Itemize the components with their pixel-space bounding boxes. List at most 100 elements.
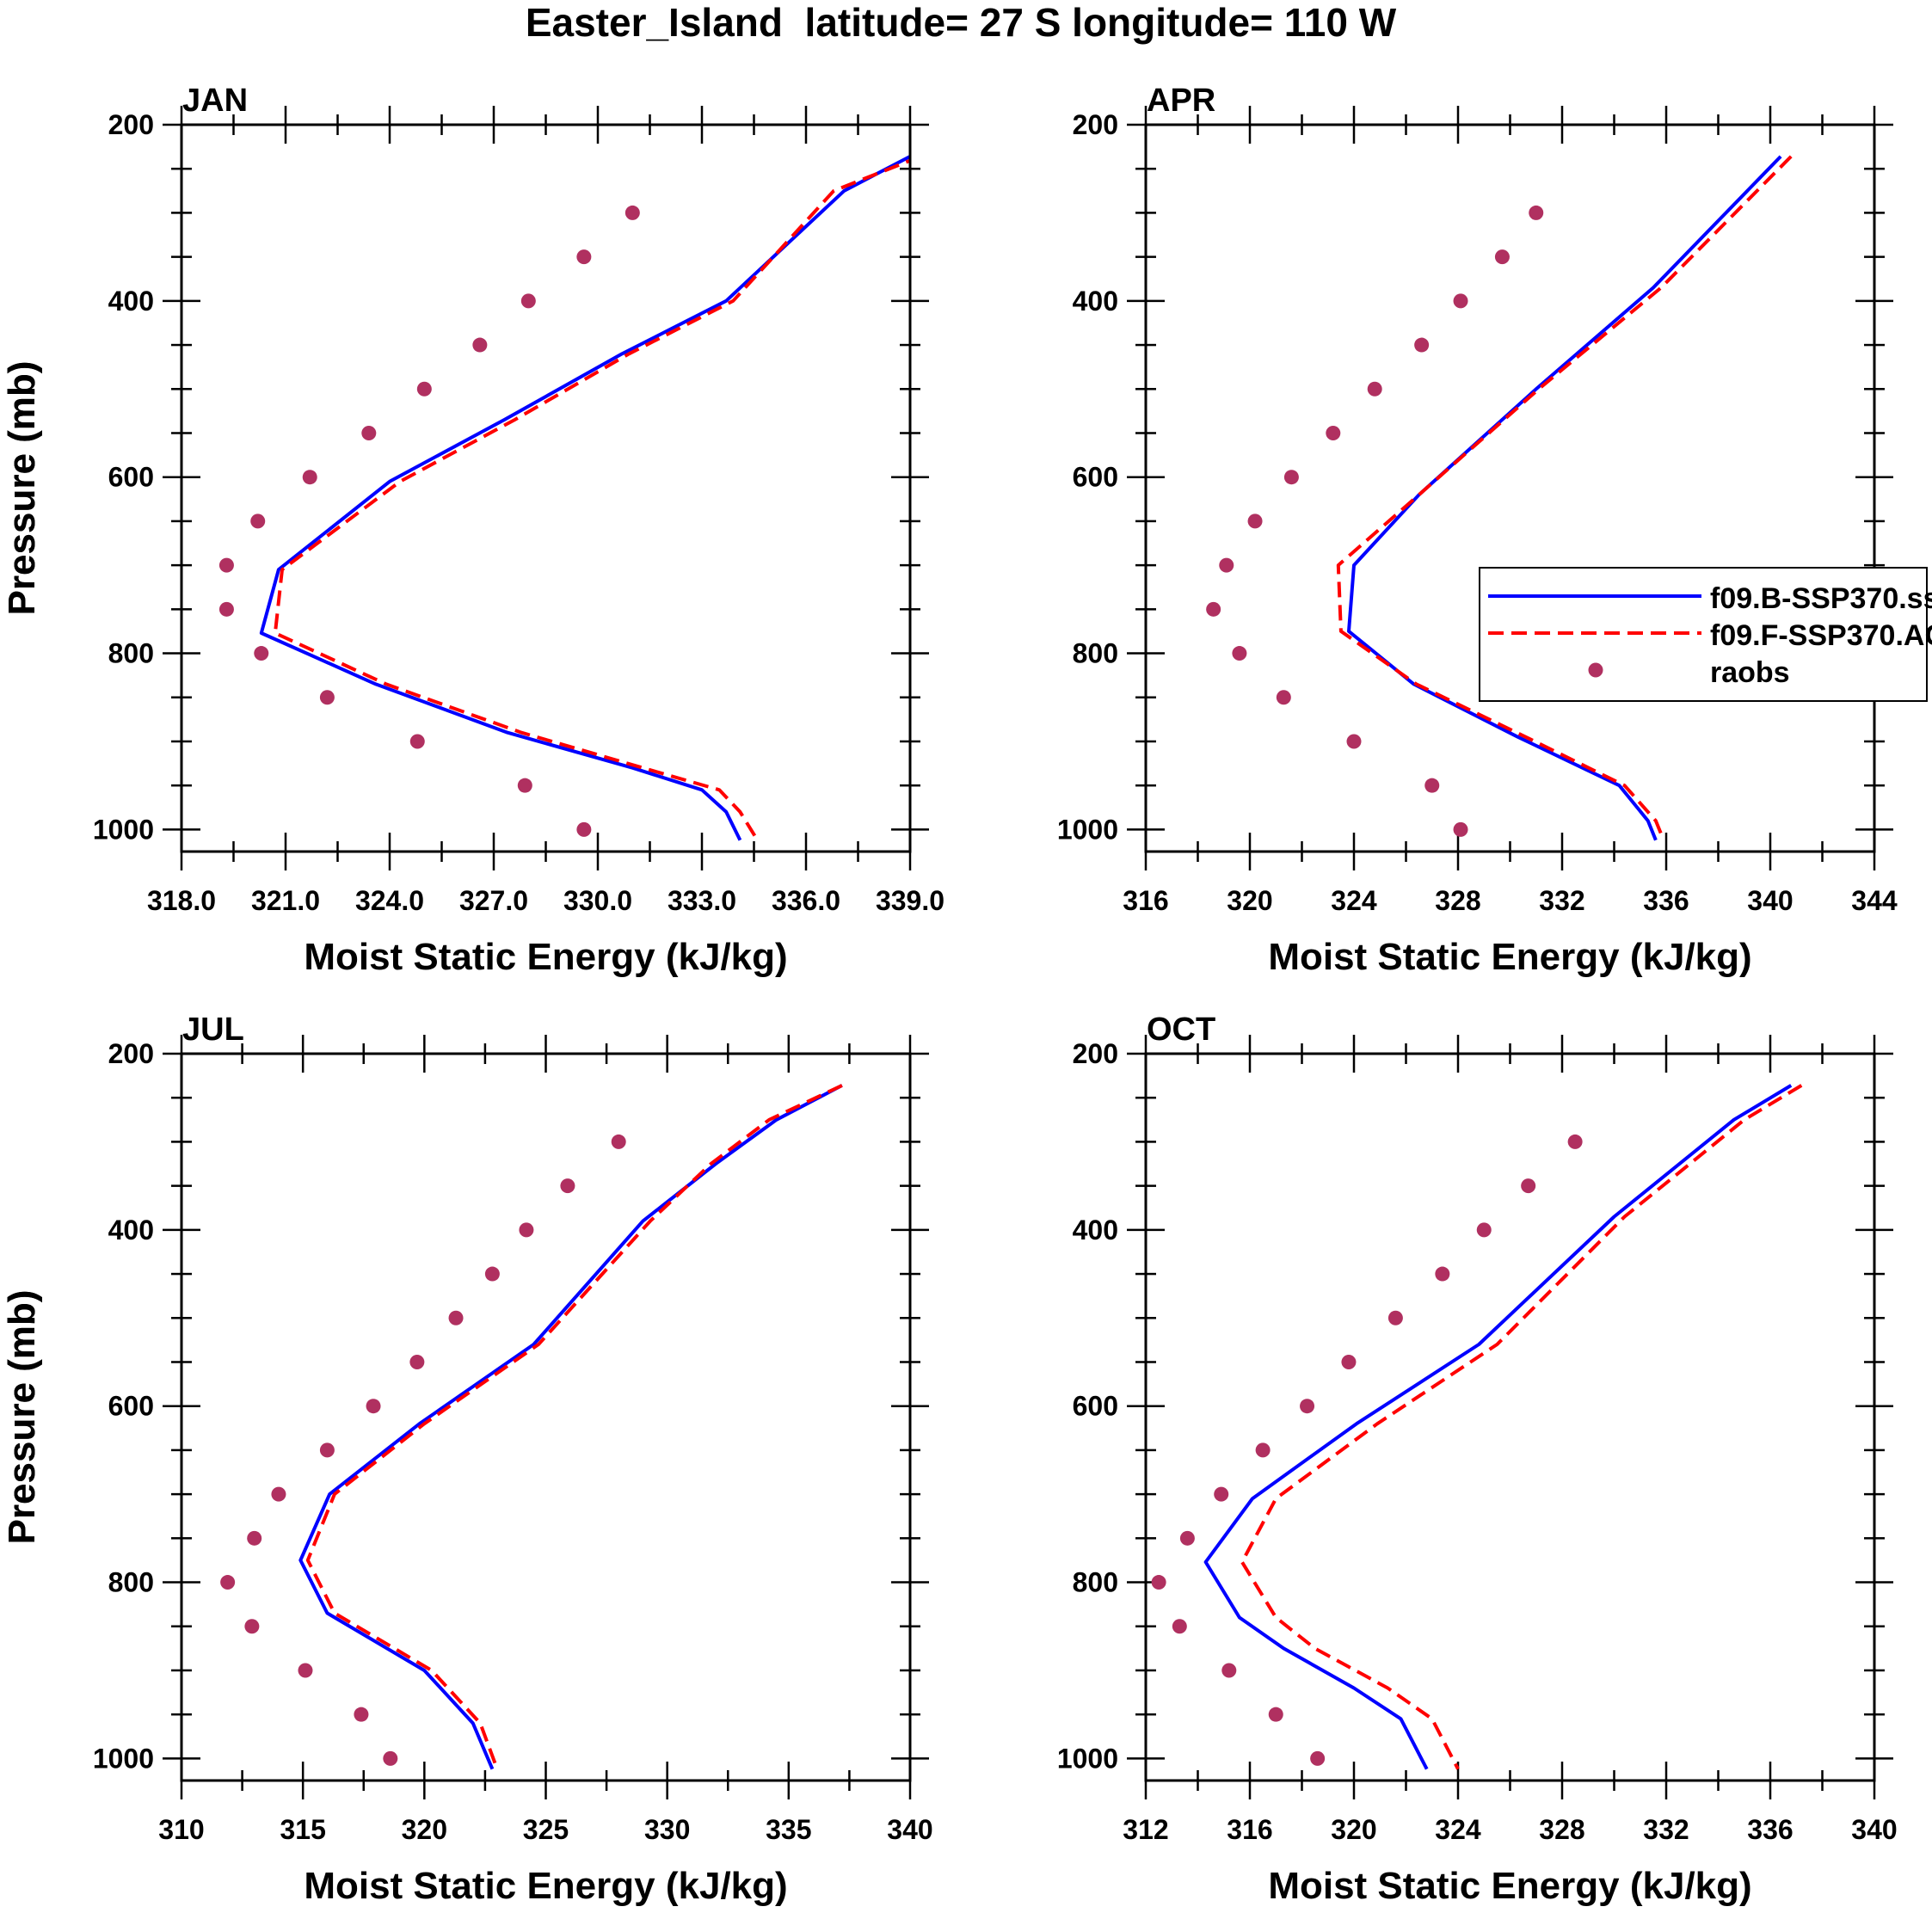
panel-label: OCT [1147, 1012, 1215, 1048]
x-tick-label: 328 [1435, 885, 1480, 916]
legend: f09.B-SSP370.ss36 f09.F-SSP370.ACmi raobs [1479, 567, 1932, 702]
x-tick-label: 310 [158, 1814, 204, 1845]
x-tick-label: 318.0 [147, 885, 216, 916]
raobs-point [1221, 1663, 1237, 1678]
x-tick-label: 340 [1851, 1814, 1897, 1845]
raobs-point [1283, 470, 1299, 485]
panel-label: APR [1147, 83, 1215, 119]
x-axis-label: Moist Static Energy (kJ/kg) [1268, 936, 1751, 978]
legend-raobs-marker [1588, 662, 1603, 678]
x-tick-label: 336 [1747, 1814, 1793, 1845]
plot-frame [180, 1052, 912, 1782]
raobs-point [1268, 1707, 1283, 1722]
x-tick-label: 344 [1851, 885, 1898, 916]
x-axis-label: Moist Static Energy (kJ/kg) [304, 1865, 787, 1907]
plot-frame [1144, 123, 1876, 853]
series-line-f09-b [1203, 1084, 1793, 1770]
x-tick-label: 320 [1227, 885, 1272, 916]
y-axis-label: Pressure (mb) [1, 1290, 43, 1545]
raobs-point [1232, 646, 1247, 661]
raobs-point [1476, 1222, 1492, 1238]
y-tick-label: 200 [108, 1038, 154, 1069]
raobs-point [361, 425, 377, 440]
panels: JAN 200 400 600 800 1000 318.0 321.0 324.0 327.0 3… [1, 83, 1932, 1907]
plot-area [220, 1084, 843, 1770]
raobs-point [416, 381, 432, 397]
raobs-point [1435, 1266, 1450, 1282]
y-tick-label: 400 [108, 286, 154, 317]
x-tick-label: 327.0 [459, 885, 528, 916]
raobs-point [1424, 778, 1440, 793]
y-tick-label: 200 [1073, 109, 1118, 140]
x-tick-label: 332 [1643, 1814, 1689, 1845]
plot-frame [1144, 1052, 1876, 1782]
raobs-point [247, 1530, 262, 1546]
y-tick-label: 1000 [1057, 1743, 1118, 1774]
x-tick-label: 336 [1643, 885, 1689, 916]
panel-jan: JAN 200 400 600 800 1000 318.0 321.0 324.0 327.0 3… [1, 83, 944, 978]
raobs-point [519, 1222, 534, 1238]
raobs-point [1310, 1750, 1326, 1766]
panel-oct: OCT 200 400 600 800 1000 312 316 320 324 328 332 336… [1, 1012, 1898, 1907]
raobs-point [1206, 601, 1221, 617]
x-tick-label: 316 [1123, 885, 1168, 916]
x-tick-label: 330 [644, 1814, 690, 1845]
x-tick-label: 324.0 [355, 885, 424, 916]
y-tick-label: 600 [1073, 1391, 1118, 1422]
raobs-point [576, 821, 592, 837]
raobs-point [409, 734, 425, 749]
legend-label: f09.F-SSP370.ACmi [1710, 619, 1932, 652]
x-tick-label: 335 [766, 1814, 811, 1845]
x-tick-label: 321.0 [251, 885, 320, 916]
raobs-point [576, 249, 592, 265]
raobs-point [1453, 293, 1468, 309]
x-tick-label: 324 [1331, 885, 1377, 916]
x-axis-label: Moist Static Energy (kJ/kg) [304, 936, 787, 978]
raobs-point [254, 646, 269, 661]
raobs-point [472, 337, 488, 353]
raobs-point [1219, 557, 1234, 573]
raobs-point [1521, 1178, 1536, 1194]
plot-area [1206, 155, 1793, 841]
raobs-point [220, 1575, 236, 1590]
raobs-point [520, 293, 536, 309]
raobs-point [1276, 690, 1291, 705]
y-tick-label: 400 [1073, 1215, 1118, 1246]
x-tick-label: 328 [1539, 1814, 1584, 1845]
x-tick-label: 320 [402, 1814, 447, 1845]
panel-apr: APR 200 400 600 800 1000 316 320 324 328 332 336 340… [1, 83, 1932, 978]
raobs-point [484, 1266, 500, 1282]
raobs-point [1387, 1310, 1403, 1325]
x-tick-label: 316 [1227, 1814, 1272, 1845]
y-tick-label: 200 [108, 109, 154, 140]
raobs-point [319, 690, 335, 705]
y-tick-label: 1000 [93, 814, 154, 845]
raobs-point [448, 1310, 464, 1325]
raobs-point [244, 1619, 260, 1634]
plot-area [218, 155, 910, 841]
raobs-point [218, 601, 234, 617]
y-tick-label: 1000 [93, 1743, 154, 1774]
x-tick-label: 324 [1435, 1814, 1481, 1845]
x-tick-label: 312 [1123, 1814, 1168, 1845]
series-line-f09-b [259, 155, 910, 841]
raobs-point [298, 1663, 313, 1678]
series-line-f09-f [1336, 155, 1793, 841]
figure-title: Easter_Island latitude= 27 S longitude= … [526, 0, 1397, 45]
x-tick-label: 332 [1539, 885, 1584, 916]
legend-label: f09.B-SSP370.ss36 [1710, 582, 1932, 615]
raobs-point [366, 1399, 381, 1414]
raobs-point [218, 557, 234, 573]
raobs-point [302, 470, 317, 485]
x-tick-label: 336.0 [772, 885, 840, 916]
x-tick-label: 325 [523, 1814, 569, 1845]
raobs-point [319, 1442, 335, 1458]
legend-label: raobs [1710, 656, 1790, 689]
panel-label: JAN [182, 83, 248, 119]
raobs-point [1367, 381, 1382, 397]
raobs-point [517, 778, 532, 793]
raobs-point [625, 205, 640, 220]
raobs-point [1414, 337, 1430, 353]
y-tick-label: 800 [108, 1567, 154, 1598]
